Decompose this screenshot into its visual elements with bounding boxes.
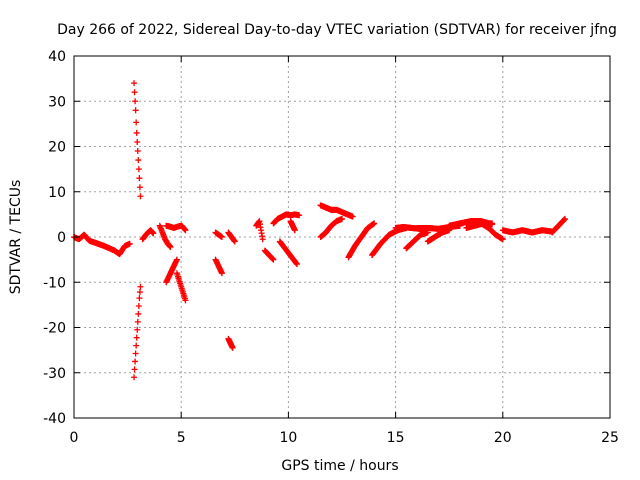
- data-point: [293, 261, 300, 268]
- data-point: [270, 256, 277, 263]
- data-point: [133, 334, 140, 341]
- data-point: [499, 236, 506, 243]
- data-point: [134, 318, 141, 325]
- y-tick-label: -30: [43, 366, 66, 382]
- x-tick-label: 0: [70, 430, 79, 446]
- y-tick-label: -10: [43, 275, 66, 291]
- data-point: [132, 98, 139, 105]
- data-point: [135, 303, 142, 310]
- data-point: [150, 230, 157, 237]
- data-point: [126, 240, 133, 247]
- data-point: [131, 366, 138, 373]
- y-tick-label: 30: [48, 94, 66, 110]
- data-point: [133, 342, 140, 349]
- data-point: [339, 215, 345, 222]
- data-point: [259, 236, 266, 243]
- data-point: [218, 270, 225, 277]
- data-point: [173, 256, 180, 263]
- x-tick-label: 15: [387, 430, 405, 446]
- data-point: [134, 326, 141, 333]
- data-point: [296, 212, 303, 219]
- y-tick-label: 0: [57, 230, 66, 246]
- data-point: [135, 157, 142, 164]
- data-point: [135, 310, 142, 317]
- data-point: [371, 220, 378, 227]
- data-point: [136, 184, 143, 191]
- y-tick-label: 20: [48, 140, 66, 156]
- y-tick-label: -20: [43, 321, 66, 337]
- x-tick-label: 25: [601, 430, 619, 446]
- data-point: [137, 283, 144, 290]
- data-point: [136, 289, 143, 296]
- data-point: [136, 295, 143, 302]
- data-point: [132, 358, 139, 365]
- data-point: [218, 234, 225, 240]
- data-points: [71, 80, 568, 381]
- y-axis-title: SDTVAR / TECUs: [8, 180, 24, 295]
- data-point: [167, 243, 174, 250]
- data-point: [231, 238, 238, 245]
- data-point: [131, 80, 138, 87]
- x-tick-label: 5: [177, 430, 186, 446]
- data-point: [182, 227, 189, 234]
- data-point: [134, 148, 141, 155]
- data-point: [134, 138, 141, 145]
- data-point: [132, 107, 139, 114]
- axis-ticks: 0 5 10 15 20 25 -40 -30 -20 -10 0 10 20 30 40: [43, 49, 619, 446]
- data-point: [137, 193, 144, 200]
- data-point: [229, 344, 236, 351]
- chart-title: Day 266 of 2022, Sidereal Day-to-day VTE…: [57, 22, 617, 38]
- data-point: [561, 215, 568, 222]
- data-point: [349, 213, 356, 220]
- x-tick-label: 10: [279, 430, 297, 446]
- data-point: [131, 89, 138, 96]
- data-point: [133, 119, 140, 126]
- y-tick-label: 10: [48, 185, 66, 201]
- data-point: [135, 166, 142, 173]
- data-point: [489, 220, 496, 227]
- x-axis-title: GPS time / hours: [281, 458, 398, 474]
- data-point: [136, 175, 143, 182]
- y-tick-label: -40: [43, 411, 66, 427]
- y-tick-label: 40: [48, 49, 66, 65]
- data-point: [291, 227, 298, 234]
- data-point: [131, 374, 138, 381]
- x-tick-label: 20: [494, 430, 512, 446]
- grid-lines: [74, 56, 610, 418]
- data-point: [132, 350, 139, 357]
- data-point: [133, 129, 140, 136]
- data-point: [182, 297, 189, 304]
